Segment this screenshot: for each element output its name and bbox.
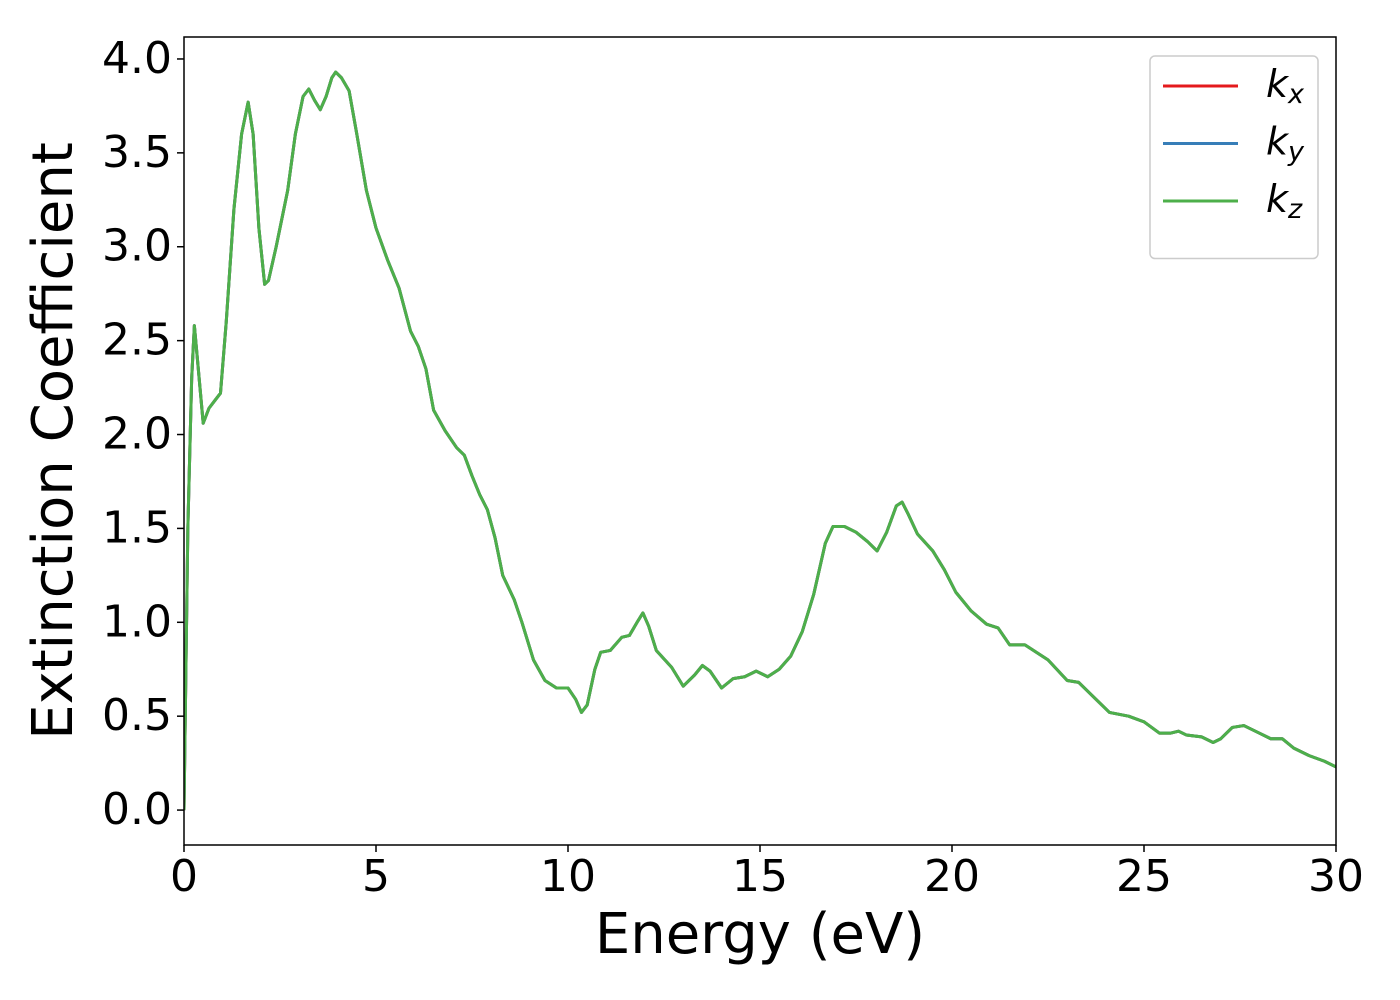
- plot-frame: [183, 36, 1337, 846]
- y-tick-label: 1.0: [102, 596, 172, 647]
- x-tick-label: 15: [732, 851, 788, 902]
- legend-label: ky: [1266, 119, 1305, 167]
- y-tick-label: 4.0: [102, 33, 172, 84]
- y-tick-label: 3.5: [102, 127, 172, 178]
- x-tick-label: 30: [1308, 851, 1364, 902]
- legend-label: kx: [1266, 62, 1305, 110]
- y-tick-label: 2.0: [102, 409, 172, 460]
- x-tick-label: 25: [1116, 851, 1172, 902]
- x-tick-label: 5: [362, 851, 390, 902]
- legend-box: [1149, 55, 1319, 260]
- y-tick-label: 1.5: [102, 502, 172, 553]
- y-tick-label: 0.0: [102, 784, 172, 835]
- y-axis-label: Extinction Coefficient: [21, 142, 86, 740]
- y-tick-label: 0.5: [102, 690, 172, 741]
- x-tick-label: 20: [924, 851, 980, 902]
- x-tick-label: 0: [170, 851, 198, 902]
- legend-label: kz: [1266, 177, 1303, 225]
- line-series: [184, 70, 1336, 811]
- y-tick-label: 2.5: [102, 315, 172, 366]
- x-tick-label: 10: [540, 851, 596, 902]
- y-tick-label: 3.0: [102, 221, 172, 272]
- x-axis-label: Energy (eV): [595, 902, 925, 967]
